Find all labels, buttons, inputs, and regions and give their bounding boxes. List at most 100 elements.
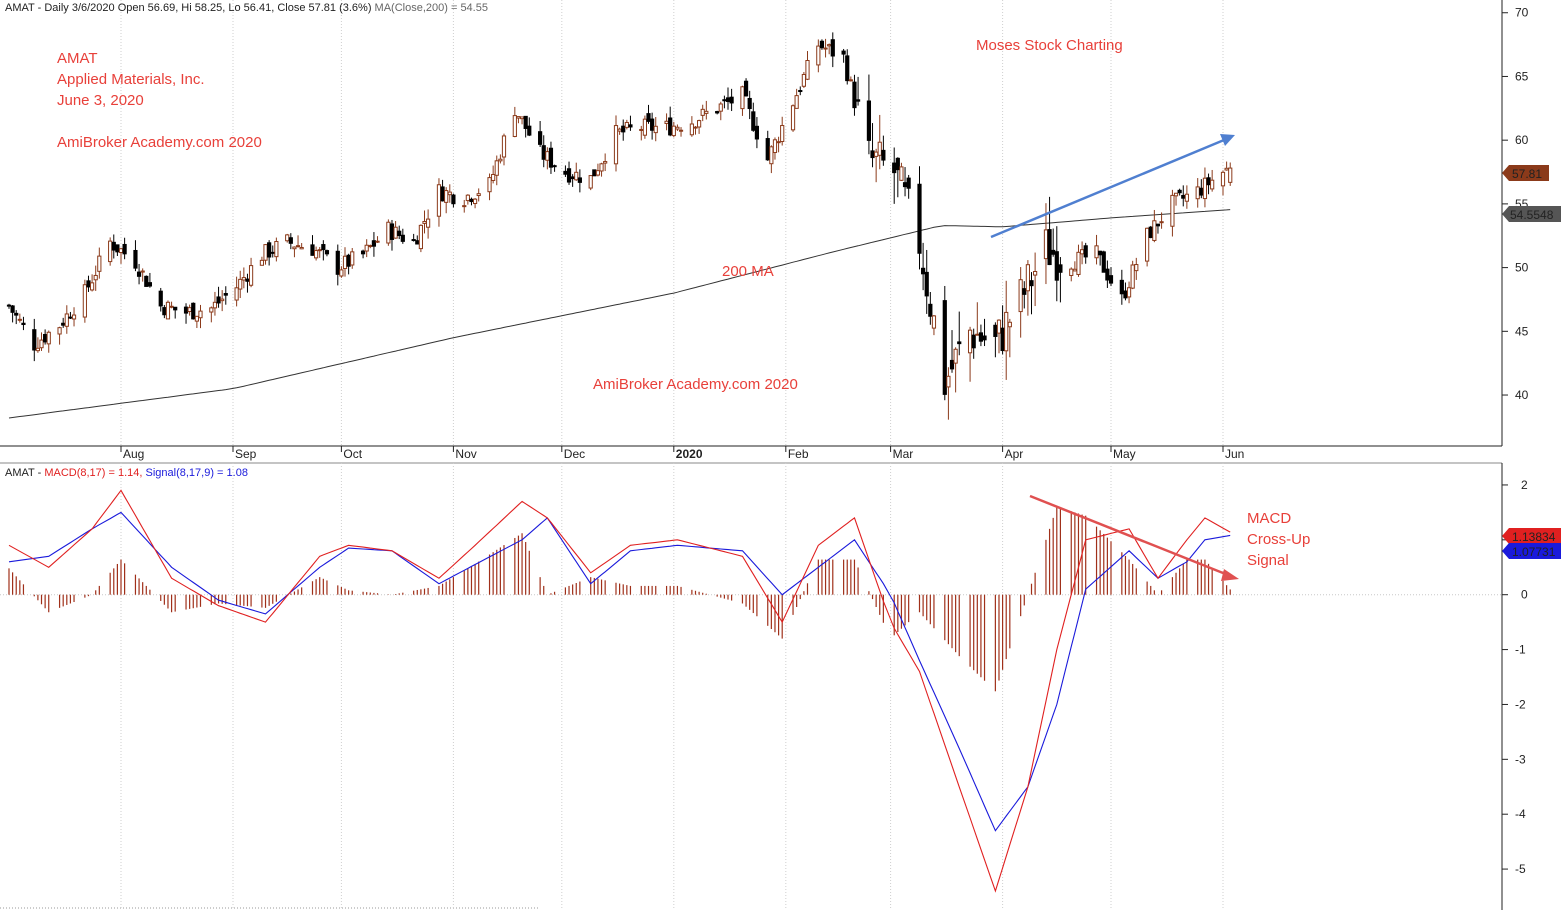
- svg-text:1.13834: 1.13834: [1512, 530, 1556, 544]
- candle-body: [722, 99, 727, 102]
- candle-body: [1134, 264, 1139, 272]
- candle: [957, 311, 962, 356]
- candle-body: [494, 160, 499, 176]
- candle: [165, 300, 171, 320]
- candle: [1058, 257, 1063, 303]
- candle: [696, 119, 702, 134]
- candle-body: [288, 237, 293, 244]
- candle-body: [248, 265, 254, 286]
- candle: [1145, 227, 1150, 267]
- candle: [827, 43, 832, 55]
- candle-body: [270, 251, 275, 254]
- candle: [371, 232, 377, 257]
- candle: [823, 38, 828, 58]
- candle: [1051, 228, 1056, 257]
- candle-body: [234, 287, 239, 301]
- candle: [465, 194, 470, 205]
- candle-body: [61, 322, 66, 326]
- candle-body: [718, 103, 723, 112]
- candle-body: [729, 96, 734, 104]
- candle: [368, 244, 373, 249]
- candle: [487, 173, 492, 201]
- candle: [769, 145, 774, 174]
- candle: [700, 104, 705, 122]
- candle: [158, 287, 163, 312]
- candle: [1210, 169, 1215, 192]
- x-axis-tick-label: Aug: [123, 447, 144, 461]
- candle: [874, 148, 879, 183]
- candle: [1108, 267, 1114, 287]
- annotation-macd-note-line2: Cross-Up: [1247, 531, 1310, 548]
- candle-body: [444, 190, 449, 203]
- candle-body: [1170, 194, 1175, 227]
- candle-body: [245, 278, 250, 282]
- x-axis-tick-label: Sep: [235, 447, 257, 461]
- svg-text:54.5548: 54.5548: [1510, 208, 1554, 222]
- candle-body: [653, 125, 658, 134]
- candle-body: [776, 141, 781, 144]
- candle: [321, 240, 326, 261]
- candle-body: [6, 304, 12, 307]
- candle-body: [668, 117, 673, 136]
- candle-body: [194, 315, 199, 322]
- candle: [754, 117, 760, 149]
- candle: [722, 95, 727, 109]
- candle-body: [798, 90, 803, 93]
- candle-body: [603, 161, 608, 164]
- candlestick-layer: [6, 32, 1233, 420]
- candle-body: [472, 198, 478, 205]
- candle: [982, 318, 987, 347]
- candle-body: [220, 298, 225, 302]
- candle-body: [10, 305, 15, 313]
- candle-body: [1119, 279, 1124, 295]
- candle-body: [436, 184, 442, 217]
- candle-body: [360, 250, 366, 255]
- signal-line: [8, 511, 1231, 832]
- candle: [118, 247, 124, 264]
- candle-body: [1043, 229, 1049, 260]
- candle: [223, 286, 228, 305]
- candle-body: [1033, 271, 1038, 276]
- candle: [671, 121, 676, 138]
- candle: [389, 219, 395, 251]
- candle: [924, 249, 929, 314]
- candle: [624, 119, 629, 130]
- candle-body: [841, 50, 846, 55]
- candle: [538, 121, 543, 147]
- candle: [718, 101, 723, 121]
- candle: [866, 74, 872, 155]
- candle: [451, 193, 456, 208]
- annotation-watermark-bottom: AmiBroker Academy.com 2020: [593, 376, 798, 393]
- candle: [324, 249, 330, 257]
- candle: [1170, 189, 1175, 237]
- candle-body: [187, 307, 192, 312]
- candle: [1029, 272, 1034, 315]
- candle-body: [108, 240, 113, 263]
- candle-body: [917, 183, 922, 254]
- candle-body: [921, 267, 926, 275]
- candle-body: [1177, 189, 1182, 194]
- candle-body: [1047, 229, 1052, 266]
- candle: [292, 246, 297, 258]
- candle: [967, 326, 973, 382]
- candle: [68, 311, 73, 320]
- price-x-axis: Aug Sep Oct Nov Dec 2020 Feb Mar Apr May Jun: [120, 446, 1244, 461]
- candle: [548, 141, 554, 174]
- candle-body: [971, 334, 976, 349]
- candle: [516, 116, 521, 124]
- candle: [563, 165, 568, 177]
- candle-body: [1072, 268, 1077, 272]
- candle-body: [704, 110, 709, 114]
- candle-body: [982, 335, 987, 341]
- candle-body: [469, 198, 474, 203]
- candle: [270, 245, 275, 258]
- candle-body: [595, 170, 601, 176]
- candle-body: [43, 334, 48, 343]
- candle: [426, 209, 431, 239]
- candle: [805, 51, 810, 81]
- candle-body: [765, 138, 770, 161]
- candle-body: [191, 302, 196, 320]
- candle-body: [46, 331, 51, 345]
- candle-body: [852, 81, 857, 109]
